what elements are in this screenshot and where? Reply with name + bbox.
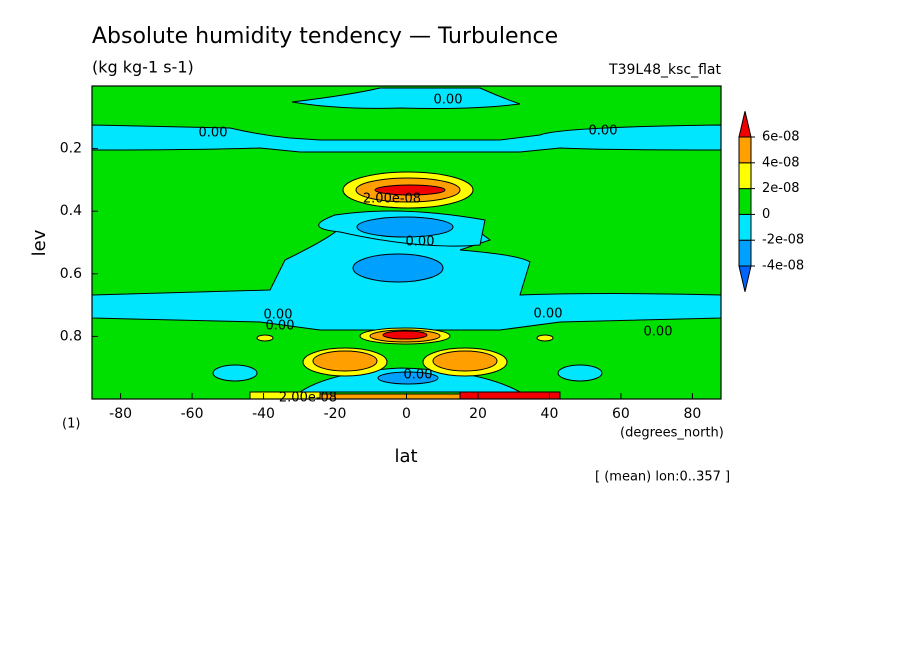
colorbar-segment (738, 265, 752, 292)
y-tick-label: 0.2 (60, 141, 82, 157)
contour-region (459, 391, 561, 400)
colorbar-segment (738, 162, 752, 190)
x-tick-label: -40 (252, 406, 275, 422)
contour-region (256, 334, 274, 342)
chart-title: Absolute humidity tendency — Turbulence (92, 24, 558, 49)
colorbar-segment (738, 213, 752, 241)
y-tick-label: 0.4 (60, 203, 82, 219)
contour-label: 2.00e-08 (279, 391, 337, 406)
contour-region (374, 184, 446, 196)
colorbar-segment (738, 136, 752, 164)
note: [ (mean) lon:0..357 ] (595, 470, 730, 485)
contour-region (536, 334, 554, 342)
y-axis-label: lev (29, 229, 50, 256)
x-tick-label: -80 (109, 406, 132, 422)
x-tick-label: 80 (683, 406, 701, 422)
contour-label: 0.00 (589, 124, 618, 139)
x-tick-label: 0 (402, 406, 411, 422)
contour-label: 0.00 (406, 235, 435, 250)
chart-subtitle: (kg kg-1 s-1) (92, 58, 194, 77)
x-tick-label: -20 (324, 406, 347, 422)
contour-region (557, 364, 603, 382)
colorbar-label: -4e-08 (762, 259, 804, 274)
contour-region (312, 350, 378, 372)
x-tick-label: 60 (612, 406, 630, 422)
contour-label: 0.00 (404, 368, 433, 383)
x-axis-label: lat (394, 446, 417, 467)
x-tick-label: -60 (181, 406, 204, 422)
colorbar-segment (738, 188, 752, 215)
contour-region (319, 393, 461, 400)
contour-region (377, 371, 439, 385)
colorbar-label: 2e-08 (762, 181, 800, 196)
contour-label: 0.00 (264, 308, 293, 323)
colorbar-label: 0 (762, 207, 770, 222)
x-tick-label: 20 (469, 406, 487, 422)
contour-label: 2.00e-08 (363, 192, 421, 207)
contour-region (212, 364, 258, 382)
contour-region (91, 124, 722, 153)
contour-label: 0.00 (434, 93, 463, 108)
y-unit: (1) (62, 417, 80, 432)
colorbar-segment (738, 239, 752, 267)
contour-region (291, 87, 521, 109)
colorbar-label: 6e-08 (762, 130, 800, 145)
y-tick-label: 0.6 (60, 266, 82, 282)
contour-label: 0.00 (644, 325, 673, 340)
contour-label: 0.00 (534, 307, 563, 322)
x-unit: (degrees_north) (620, 426, 724, 441)
run-label: T39L48_ksc_flat (608, 62, 721, 78)
contour-region (432, 350, 498, 372)
contour-label: 0.00 (266, 319, 295, 334)
contour-label: 0.00 (199, 126, 228, 141)
contour-region (382, 330, 428, 340)
x-tick-label: 40 (541, 406, 559, 422)
colorbar-label: -2e-08 (762, 233, 804, 248)
colorbar-segment (738, 111, 752, 138)
contour-region (356, 216, 454, 238)
contour-region (352, 253, 444, 283)
colorbar-label: 4e-08 (762, 155, 800, 170)
y-tick-label: 0.8 (60, 328, 82, 344)
